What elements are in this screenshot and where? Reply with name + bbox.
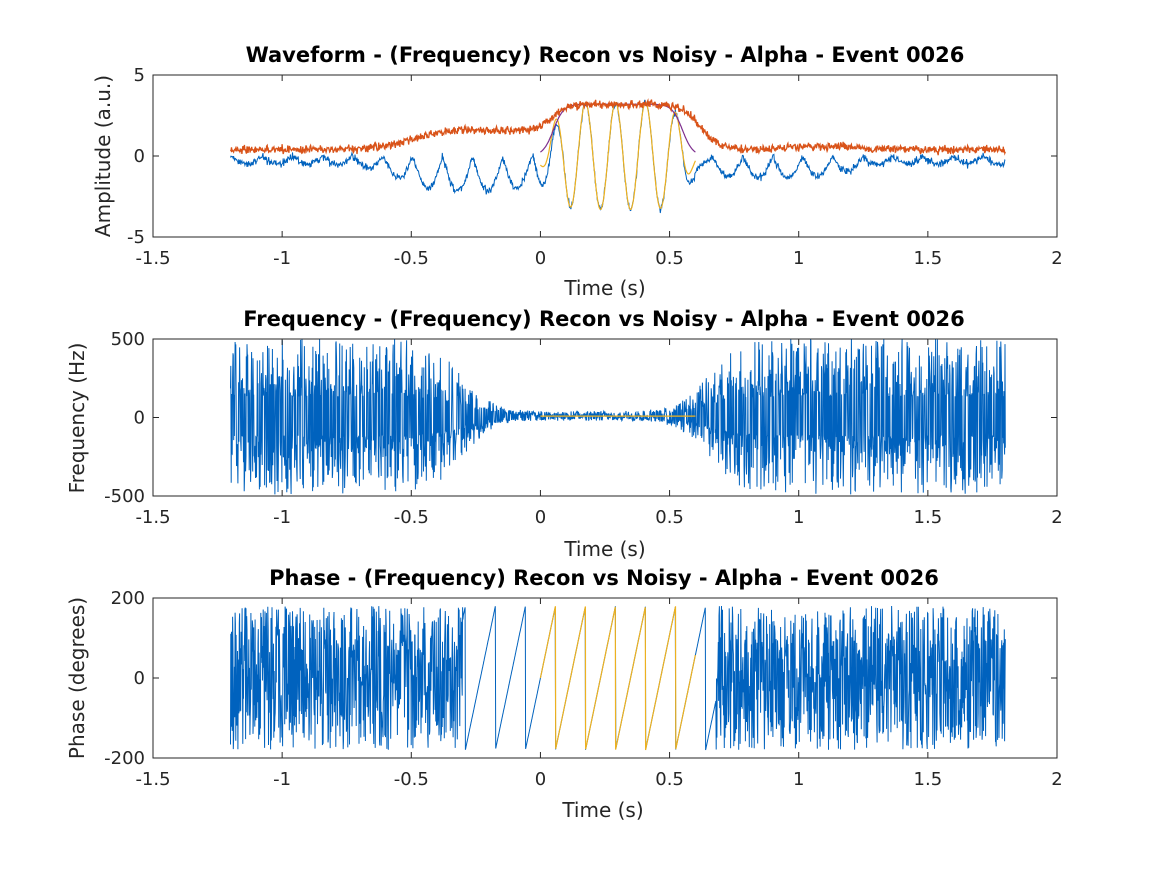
phase-title: Phase - (Frequency) Recon vs Noisy - Alp…	[269, 566, 939, 590]
x-tick-label: 0	[535, 769, 546, 790]
x-tick-label: 0	[535, 507, 546, 528]
x-tick-label: -1.5	[135, 769, 170, 790]
x-tick-label: -1	[273, 507, 291, 528]
noisy-frequency-line	[230, 338, 1006, 495]
x-tick-label: 2	[1051, 248, 1062, 269]
frequency-ylabel: Frequency (Hz)	[65, 343, 89, 494]
frequency-ticks: -1.5 -1 -0.5 0 0.5 1 1.5 2 -500 0 500	[104, 329, 1063, 528]
y-tick-label: 200	[111, 588, 145, 609]
x-tick-label: 1.5	[914, 769, 943, 790]
x-tick-label: -1	[273, 769, 291, 790]
frequency-panel: Frequency - (Frequency) Recon vs Noisy -…	[65, 307, 1063, 561]
x-tick-label: 2	[1051, 769, 1062, 790]
waveform-plot-area	[153, 75, 1057, 237]
x-tick-label: 1	[793, 769, 804, 790]
y-tick-label: -500	[104, 486, 145, 507]
phase-ylabel: Phase (degrees)	[65, 597, 89, 759]
frequency-xlabel: Time (s)	[563, 537, 645, 561]
recon-phase-line	[539, 606, 696, 751]
phase-panel: Phase - (Frequency) Recon vs Noisy - Alp…	[65, 566, 1063, 822]
phase-ticks: -1.5 -1 -0.5 0 0.5 1 1.5 2 -200 0 200	[104, 588, 1063, 790]
y-tick-label: 0	[134, 408, 145, 429]
phase-xlabel: Time (s)	[561, 798, 643, 822]
x-tick-label: 1	[793, 248, 804, 269]
x-tick-label: 0.5	[655, 507, 684, 528]
frequency-data-layer	[230, 338, 1006, 495]
x-tick-label: 0	[535, 248, 546, 269]
x-tick-label: -1.5	[135, 507, 170, 528]
y-tick-label: 0	[134, 146, 145, 167]
x-tick-label: 1	[793, 507, 804, 528]
x-tick-label: -0.5	[394, 769, 429, 790]
y-tick-label: -5	[127, 227, 145, 248]
x-tick-label: -0.5	[394, 248, 429, 269]
y-tick-label: -200	[104, 748, 145, 769]
waveform-data-layer	[229, 98, 1006, 214]
x-tick-label: 2	[1051, 507, 1062, 528]
waveform-title: Waveform - (Frequency) Recon vs Noisy - …	[246, 43, 965, 67]
y-tick-label: 500	[111, 329, 145, 350]
recon-waveform-line	[539, 101, 696, 211]
frequency-title: Frequency - (Frequency) Recon vs Noisy -…	[243, 307, 964, 331]
x-tick-label: 1.5	[914, 507, 943, 528]
x-tick-label: -1.5	[135, 248, 170, 269]
waveform-panel: Waveform - (Frequency) Recon vs Noisy - …	[91, 43, 1063, 300]
x-tick-label: -1	[273, 248, 291, 269]
waveform-ylabel: Amplitude (a.u.)	[91, 75, 115, 237]
x-tick-label: -0.5	[394, 507, 429, 528]
waveform-xlabel: Time (s)	[563, 276, 645, 300]
waveform-ticks: -1.5 -1 -0.5 0 0.5 1 1.5 2 -5 0 5	[127, 65, 1063, 269]
y-tick-label: 5	[134, 65, 145, 86]
x-tick-label: 1.5	[914, 248, 943, 269]
x-tick-label: 0.5	[655, 248, 684, 269]
phase-data-layer	[230, 605, 1006, 751]
y-tick-label: 0	[134, 668, 145, 689]
noisy-envelope-line	[229, 98, 1006, 156]
x-tick-label: 0.5	[655, 769, 684, 790]
